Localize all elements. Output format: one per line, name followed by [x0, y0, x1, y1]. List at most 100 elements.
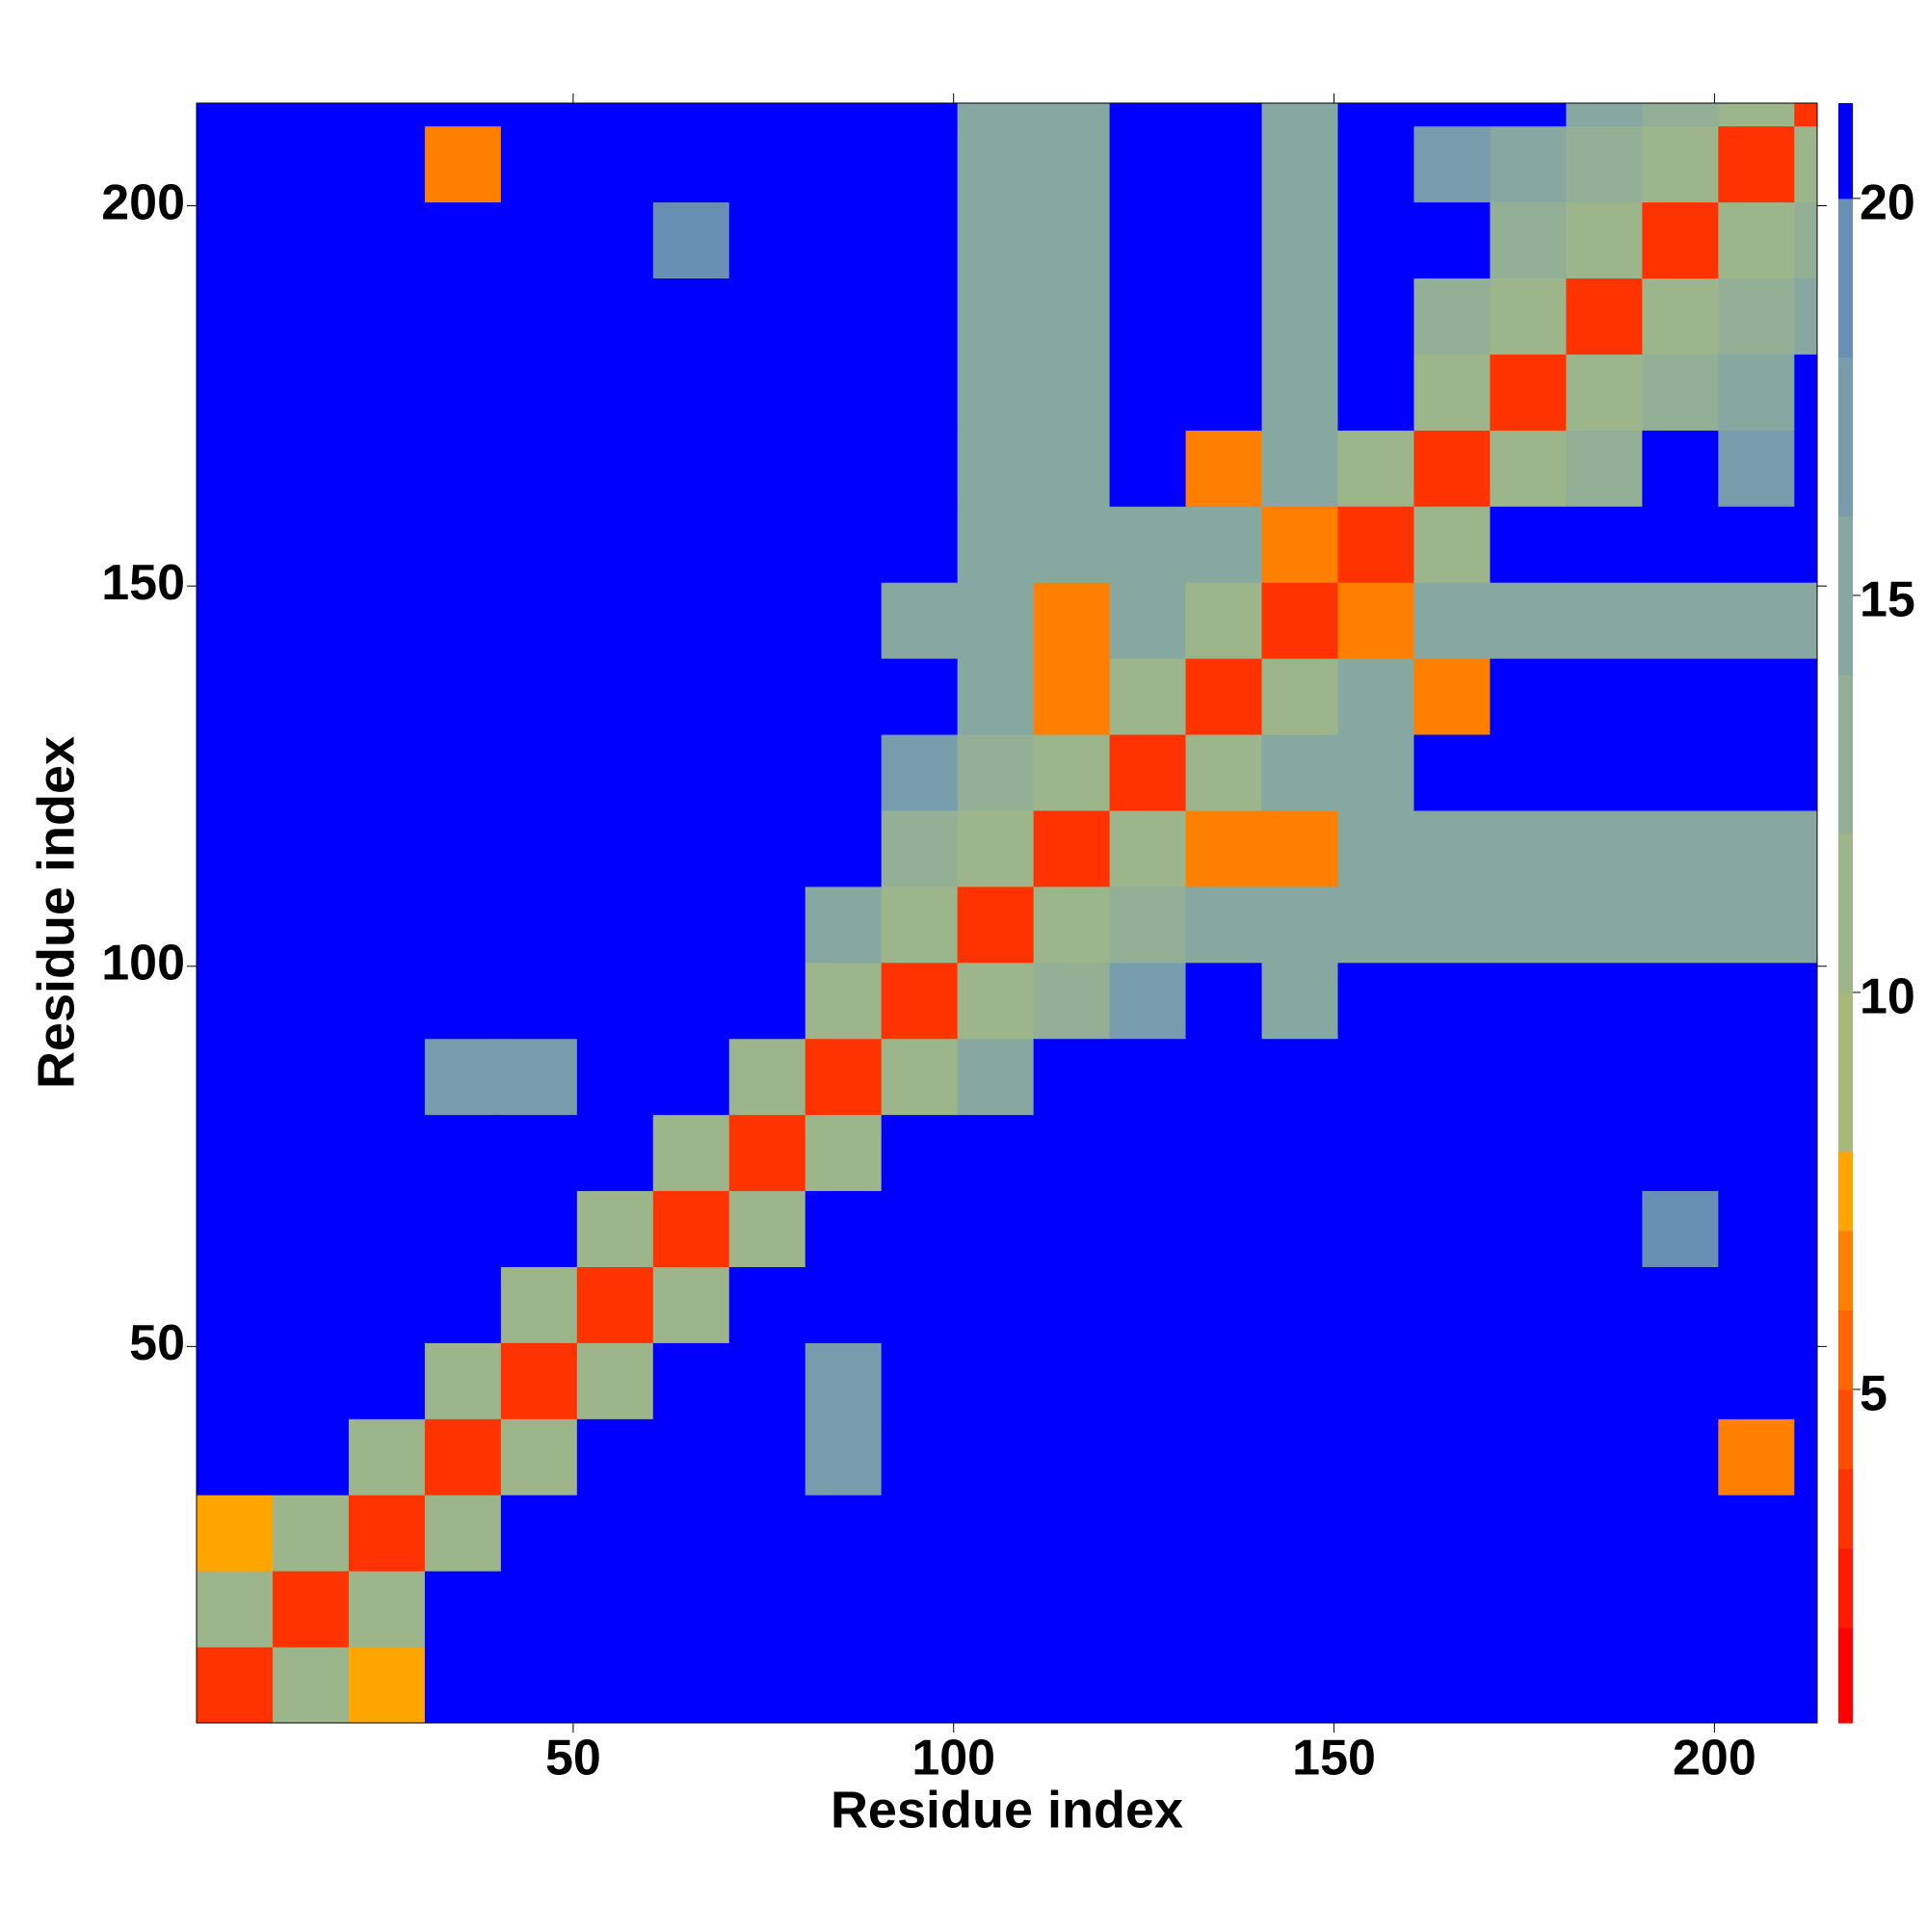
heatmap-cell [1261, 1571, 1339, 1648]
heatmap-cell [197, 1038, 274, 1116]
heatmap-cell [1642, 1342, 1719, 1419]
heatmap-cell [1033, 1571, 1111, 1648]
heatmap-cell [576, 962, 654, 1040]
heatmap-cell [1566, 734, 1643, 811]
heatmap-cell [1490, 582, 1567, 659]
heatmap-cell [957, 1266, 1035, 1343]
heatmap-cell [197, 1114, 274, 1192]
heatmap-cell [197, 809, 274, 887]
heatmap-cell [1794, 1114, 1818, 1192]
heatmap-cell [576, 354, 654, 431]
heatmap-cell [1185, 430, 1263, 507]
heatmap-cell [805, 125, 883, 203]
heatmap-cell [1490, 278, 1567, 355]
heatmap-cell [576, 1038, 654, 1116]
heatmap-cell [500, 962, 578, 1040]
colorbar-tick-label: 5 [1860, 1366, 1887, 1422]
heatmap-cell [1337, 1114, 1414, 1192]
heatmap-cell [805, 1418, 883, 1495]
heatmap-cell [500, 278, 578, 355]
heatmap-cell [881, 1571, 959, 1648]
heatmap-cell [1794, 886, 1818, 964]
heatmap-cell [881, 125, 959, 203]
heatmap-cell [1794, 734, 1818, 811]
heatmap-cell [272, 1342, 350, 1419]
heatmap-cell [957, 354, 1035, 431]
heatmap-cell [1337, 354, 1414, 431]
heatmap-cell [1109, 1495, 1187, 1572]
heatmap-cell [1109, 201, 1187, 279]
heatmap-cell [1718, 809, 1795, 887]
heatmap-cell [1033, 125, 1111, 203]
plot-frame [196, 102, 1818, 1724]
heatmap-cell [272, 430, 350, 507]
heatmap-cell [500, 886, 578, 964]
heatmap-cell [576, 1266, 654, 1343]
heatmap-cell [1185, 1418, 1263, 1495]
heatmap-cell [1794, 582, 1818, 659]
heatmap-cell [1033, 1495, 1111, 1572]
heatmap-cell [272, 734, 350, 811]
heatmap-cell [1794, 1038, 1818, 1116]
heatmap-cell [1718, 886, 1795, 964]
heatmap-cell [1718, 1571, 1795, 1648]
heatmap-cell [1413, 734, 1491, 811]
heatmap-cell [1413, 1038, 1491, 1116]
heatmap-cell [652, 1266, 730, 1343]
heatmap-cell [652, 1495, 730, 1572]
heatmap-cell [805, 1342, 883, 1419]
heatmap-cell [652, 658, 730, 735]
heatmap-cell [1413, 278, 1491, 355]
heatmap-cell [728, 809, 806, 887]
heatmap-cell [197, 1418, 274, 1495]
heatmap-cell [1718, 1114, 1795, 1192]
heatmap-cell [500, 201, 578, 279]
heatmap-cell [500, 103, 578, 127]
heatmap-cell [881, 430, 959, 507]
colorbar-segment [1838, 1628, 1853, 1724]
heatmap-cell [1566, 1114, 1643, 1192]
heatmap-cell [1490, 1495, 1567, 1572]
heatmap-cell [1794, 278, 1818, 355]
heatmap-cell [1642, 582, 1719, 659]
heatmap-cell [424, 125, 502, 203]
heatmap-cell [1337, 103, 1414, 127]
heatmap-cell [1185, 103, 1263, 127]
heatmap-cell [1642, 734, 1719, 811]
heatmap-cell [1794, 809, 1818, 887]
heatmap-cell [1185, 962, 1263, 1040]
heatmap-cell [576, 582, 654, 659]
heatmap-cell [197, 1495, 274, 1572]
heatmap-cell [881, 1038, 959, 1116]
heatmap-cell [197, 658, 274, 735]
heatmap-cell [1337, 1190, 1414, 1267]
heatmap-cell [1109, 506, 1187, 583]
colorbar-segment [1838, 834, 1853, 993]
heatmap-cell [1794, 1342, 1818, 1419]
heatmap-cell [424, 1190, 502, 1267]
heatmap-cell [1185, 125, 1263, 203]
heatmap-cell [500, 582, 578, 659]
heatmap-cell [881, 1495, 959, 1572]
heatmap-cell [197, 506, 274, 583]
heatmap-cell [881, 354, 959, 431]
heatmap-cell [1566, 125, 1643, 203]
heatmap-cell [957, 103, 1035, 127]
heatmap-cell [272, 886, 350, 964]
heatmap-cell [348, 1038, 426, 1116]
heatmap-cell [1109, 1190, 1187, 1267]
heatmap-cell [957, 278, 1035, 355]
heatmap-cell [1718, 201, 1795, 279]
heatmap-cell [424, 1495, 502, 1572]
heatmap-cell [1642, 506, 1719, 583]
heatmap-cell [881, 1266, 959, 1343]
heatmap-cell [1413, 1342, 1491, 1419]
heatmap-cell [1490, 103, 1567, 127]
heatmap-cell [1642, 886, 1719, 964]
heatmap-cell [1109, 1571, 1187, 1648]
heatmap-cell [957, 886, 1035, 964]
heatmap-cell [1185, 1495, 1263, 1572]
heatmap-cell [1337, 278, 1414, 355]
heatmap-cell [1566, 1647, 1643, 1724]
heatmap-cell [348, 125, 426, 203]
